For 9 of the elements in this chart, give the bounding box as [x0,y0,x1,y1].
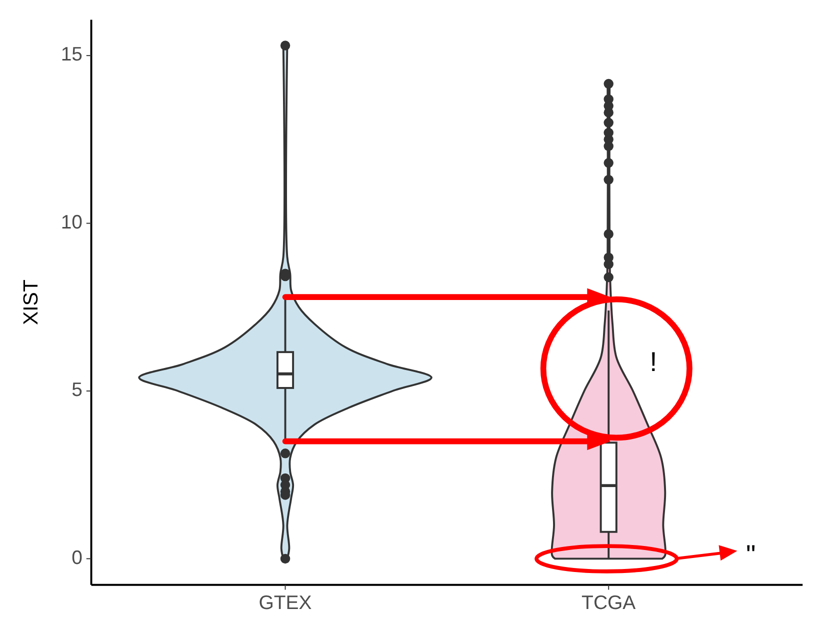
x-tick-label: GTEX [258,592,312,614]
y-axis-title: XIST [20,279,43,326]
y-tick-label: 0 [72,546,83,569]
annotation: ! [650,346,658,377]
y-tick-label: 5 [72,379,83,402]
annotation: " [746,538,756,570]
y-tick-label: 10 [60,211,83,234]
y-tick-label: 15 [60,44,83,66]
x-tick-label: TCGA [582,592,636,614]
